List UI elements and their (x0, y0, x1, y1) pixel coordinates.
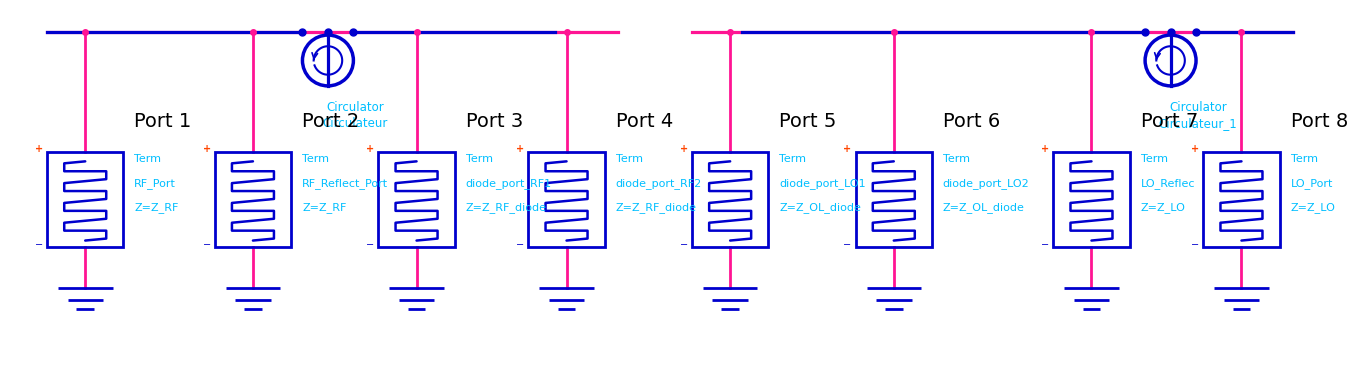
Text: Port 7: Port 7 (1141, 112, 1198, 132)
Text: −: − (1041, 240, 1050, 250)
Text: +: + (844, 144, 852, 154)
Text: Port 1: Port 1 (134, 112, 191, 132)
Bar (1204, 152, 1279, 247)
Text: +: + (202, 144, 210, 154)
Text: diode_port_RF1: diode_port_RF1 (465, 178, 551, 189)
Text: LO_Reflec: LO_Reflec (1141, 178, 1196, 189)
Text: −: − (680, 240, 688, 250)
Text: Term: Term (1141, 154, 1167, 164)
Text: diode_port_RF2: diode_port_RF2 (616, 178, 702, 189)
Text: Z=Z_OL_diode: Z=Z_OL_diode (779, 202, 861, 213)
Text: Z=Z_RF: Z=Z_RF (302, 202, 347, 213)
Text: +: + (366, 144, 374, 154)
Bar (692, 152, 768, 247)
Text: Term: Term (465, 154, 493, 164)
Text: Port 6: Port 6 (943, 112, 1001, 132)
Text: Term: Term (779, 154, 807, 164)
Text: Z=Z_RF_diode: Z=Z_RF_diode (616, 202, 696, 213)
Text: Circulator
Circulateur: Circulator Circulateur (322, 101, 388, 130)
Text: −: − (366, 240, 374, 250)
Text: −: − (844, 240, 852, 250)
Text: Term: Term (616, 154, 643, 164)
Text: Z=Z_OL_diode: Z=Z_OL_diode (943, 202, 1025, 213)
Bar (1054, 152, 1130, 247)
Text: Z=Z_LO: Z=Z_LO (1290, 202, 1335, 213)
Text: +: + (1041, 144, 1050, 154)
Text: Port 3: Port 3 (465, 112, 523, 132)
Text: +: + (35, 144, 42, 154)
Text: Term: Term (1290, 154, 1317, 164)
Bar (856, 152, 932, 247)
Text: +: + (1192, 144, 1200, 154)
Text: LO_Port: LO_Port (1290, 178, 1334, 189)
Text: Term: Term (134, 154, 161, 164)
Text: Z=Z_RF: Z=Z_RF (134, 202, 179, 213)
Text: Port 8: Port 8 (1290, 112, 1347, 132)
Bar (528, 152, 605, 247)
Text: diode_port_LO1: diode_port_LO1 (779, 178, 865, 189)
Text: +: + (516, 144, 524, 154)
Text: Circulator
Circulateur_1: Circulator Circulateur_1 (1159, 101, 1237, 130)
Bar (214, 152, 291, 247)
Text: Term: Term (302, 154, 329, 164)
Text: Port 5: Port 5 (779, 112, 837, 132)
Text: −: − (202, 240, 210, 250)
Text: Port 2: Port 2 (302, 112, 359, 132)
Text: Z=Z_LO: Z=Z_LO (1141, 202, 1185, 213)
Text: diode_port_LO2: diode_port_LO2 (943, 178, 1029, 189)
Text: RF_Reflect_Port: RF_Reflect_Port (302, 178, 388, 189)
Text: Term: Term (943, 154, 971, 164)
Text: RF_Port: RF_Port (134, 178, 176, 189)
Text: −: − (516, 240, 524, 250)
Text: Port 4: Port 4 (616, 112, 673, 132)
Text: −: − (1192, 240, 1200, 250)
Text: +: + (680, 144, 688, 154)
Bar (378, 152, 455, 247)
Text: −: − (35, 240, 42, 250)
Bar (46, 152, 123, 247)
Text: Z=Z_RF_diode: Z=Z_RF_diode (465, 202, 546, 213)
